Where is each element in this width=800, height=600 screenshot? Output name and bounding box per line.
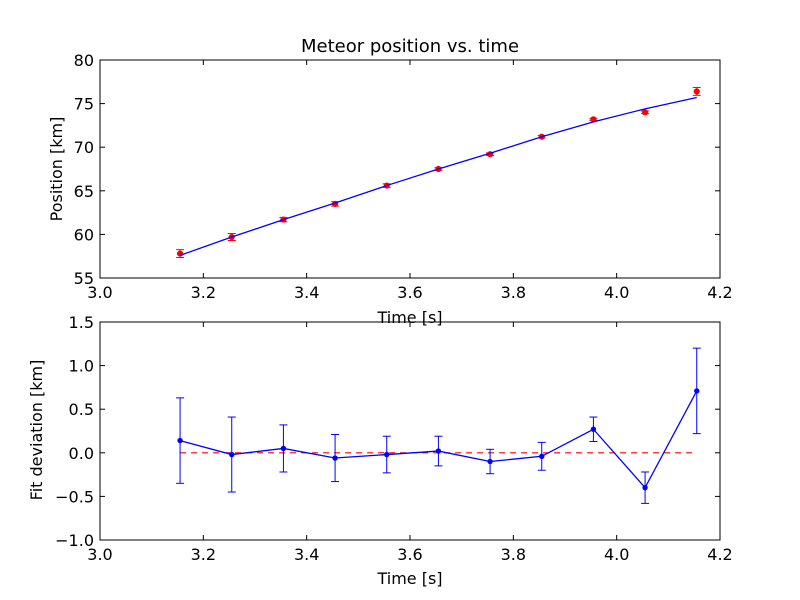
y-tick-label: 55 (74, 269, 94, 288)
deviation-chart: Time [s] Fit deviation [km] 3.0 3.2 3.4 3.6… (27, 313, 733, 588)
data-point (590, 426, 597, 432)
y-tick-label: 0.5 (69, 400, 94, 419)
x-tick-label: 3.8 (501, 283, 526, 302)
data-point (642, 484, 648, 491)
fit-line (179, 96, 697, 256)
x-axis-label: Time [s] (376, 569, 442, 588)
x-tick-label: 4.2 (707, 545, 732, 564)
x-tick-label: 3.0 (87, 283, 112, 302)
plot-area (176, 86, 701, 259)
y-tick-label: −1.0 (55, 531, 94, 550)
data-point (332, 455, 338, 461)
axes-frame (99, 59, 721, 279)
y-tick-label: 0.0 (69, 444, 94, 463)
data-point (384, 451, 390, 458)
x-tick-label: 3.0 (87, 545, 112, 564)
x-tick-label: 3.4 (294, 283, 319, 302)
x-tick-label: 3.4 (294, 545, 319, 564)
x-tick-label: 3.6 (397, 283, 422, 302)
axis-ticks: 3.0 3.2 3.4 3.6 3.8 4.0 4.2 55 60 65 70 75 80 (74, 51, 733, 302)
axes-frame (99, 321, 721, 541)
data-point (487, 458, 493, 465)
y-tick-label: −0.5 (55, 487, 94, 506)
x-tick-label: 4.0 (604, 545, 629, 564)
x-tick-label: 4.0 (604, 283, 629, 302)
y-tick-label: 65 (74, 182, 94, 201)
x-tick-label: 3.2 (191, 545, 216, 564)
y-tick-label: 75 (74, 95, 94, 114)
data-point (229, 451, 235, 458)
y-tick-label: 80 (74, 51, 94, 70)
data-point (176, 250, 184, 257)
data-point (694, 388, 700, 394)
axis-ticks: 3.0 3.2 3.4 3.6 3.8 4.0 4.2 −1.0 −0.5 0.0 0.5 1.0 1.… (55, 313, 733, 564)
y-axis-label: Position [km] (47, 117, 66, 222)
y-tick-label: 70 (74, 138, 94, 157)
data-point (693, 88, 700, 95)
data-point (435, 448, 442, 454)
x-tick-label: 3.8 (501, 545, 526, 564)
y-tick-label: 1.0 (69, 357, 94, 376)
x-tick-label: 4.2 (707, 283, 732, 302)
data-point (177, 437, 183, 444)
x-tick-label: 3.2 (191, 283, 216, 302)
data-point (641, 109, 649, 116)
position-chart: Meteor position vs. time Time [s] Positi… (47, 36, 733, 327)
plot-area (176, 347, 701, 504)
data-point (539, 453, 545, 459)
y-axis-label: Fit deviation [km] (27, 360, 46, 501)
chart-title: Meteor position vs. time (301, 36, 519, 57)
y-tick-label: 1.5 (69, 313, 94, 332)
x-tick-label: 3.6 (397, 545, 422, 564)
data-point (280, 445, 287, 452)
y-tick-label: 60 (74, 225, 94, 244)
